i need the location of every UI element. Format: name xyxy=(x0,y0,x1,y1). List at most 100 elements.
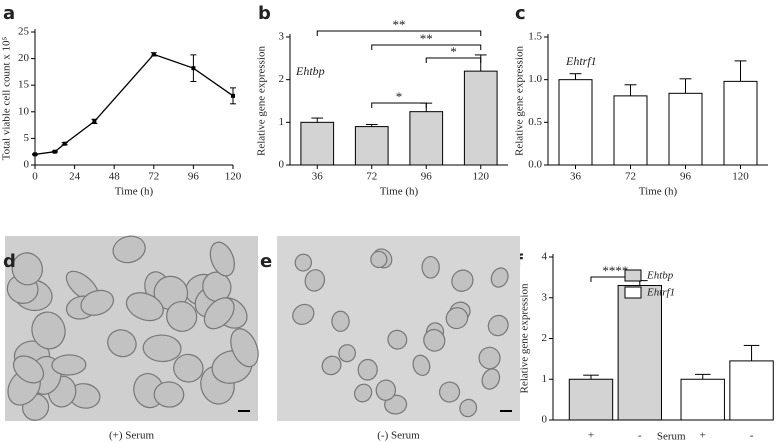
cell xyxy=(112,235,146,264)
x-axis-title: Time (h) xyxy=(639,186,678,198)
legend-label: Ehtrf1 xyxy=(646,287,675,299)
x-tick-label: 36 xyxy=(312,171,324,183)
cell xyxy=(11,252,43,286)
panel-label: c xyxy=(515,3,526,24)
bar xyxy=(463,70,498,166)
cell xyxy=(153,381,185,408)
x-axis-title: Serum xyxy=(657,431,686,443)
cell xyxy=(173,353,204,383)
panel-label: d xyxy=(3,251,16,272)
cell xyxy=(12,355,45,384)
x-tick-label: 0 xyxy=(32,171,38,183)
significance-label: **** xyxy=(602,263,628,278)
data-point xyxy=(191,66,196,71)
data-point xyxy=(151,52,156,57)
y-tick-label: 4 xyxy=(542,251,548,263)
x-tick-label: + xyxy=(700,430,706,442)
x-tick-label: - xyxy=(750,430,754,442)
cell xyxy=(370,250,388,269)
y-tick-label: 2 xyxy=(542,332,548,344)
bar xyxy=(680,378,725,421)
y-tick-label: 0 xyxy=(542,414,548,426)
y-tick-label: 2 xyxy=(279,73,285,85)
legend-swatch xyxy=(624,269,642,282)
cell xyxy=(412,354,431,377)
bar xyxy=(558,79,593,166)
bar xyxy=(409,111,444,166)
y-tick-label: 1.5 xyxy=(528,31,542,43)
bar xyxy=(300,121,335,166)
x-tick-label: 48 xyxy=(109,171,121,183)
x-tick-label: 96 xyxy=(680,171,692,183)
y-tick-label: 0 xyxy=(279,159,285,171)
x-tick-label: 36 xyxy=(570,171,582,183)
x-tick-label: 72 xyxy=(625,171,636,183)
y-tick-label: 1 xyxy=(542,373,548,385)
y-tick-label: 3 xyxy=(279,31,285,43)
cell xyxy=(203,297,235,330)
data-point xyxy=(52,149,57,154)
cell xyxy=(304,269,326,292)
image-caption: (-) Serum xyxy=(377,430,420,442)
y-tick-label: 0.5 xyxy=(528,116,542,128)
significance-bracket xyxy=(316,30,482,36)
cell xyxy=(438,381,461,403)
panel-label: b xyxy=(258,3,271,24)
x-tick-label: 24 xyxy=(69,171,81,183)
y-tick-label: 3 xyxy=(542,291,548,303)
y-tick-label: 1 xyxy=(279,116,285,128)
y-tick-label: 25 xyxy=(18,26,30,38)
cell xyxy=(230,328,259,368)
significance-bracket xyxy=(425,57,482,63)
x-axis-title: Time (h) xyxy=(115,186,154,198)
y-tick-label: 15 xyxy=(18,79,30,91)
y-tick-label: 5 xyxy=(24,132,30,144)
cell xyxy=(321,355,342,376)
cell xyxy=(459,398,478,418)
cell xyxy=(338,344,356,363)
cell xyxy=(51,354,87,376)
cell xyxy=(292,303,315,325)
significance-bracket xyxy=(371,44,482,50)
cell xyxy=(209,241,235,277)
y-tick-label: 0.0 xyxy=(528,159,542,171)
y-tick-label: 0 xyxy=(24,159,30,171)
x-tick-label: 96 xyxy=(421,171,433,183)
cell xyxy=(294,253,313,272)
annotation: Ehtrf1 xyxy=(565,54,597,68)
micrograph xyxy=(277,236,520,421)
x-tick-label: 72 xyxy=(366,171,377,183)
cell xyxy=(445,307,469,330)
image-caption: (+) Serum xyxy=(109,430,154,442)
x-tick-label: 96 xyxy=(188,171,200,183)
cell xyxy=(487,314,509,337)
annotation: Ehtbp xyxy=(295,64,325,78)
legend-swatch xyxy=(624,286,642,299)
x-tick-label: 72 xyxy=(148,171,159,183)
y-axis-title: Total viable cell count x 10⁵ xyxy=(1,36,13,160)
cell xyxy=(166,301,198,332)
cell xyxy=(107,329,137,358)
cell xyxy=(387,329,408,350)
y-axis-title: Relative gene expression xyxy=(514,46,526,156)
significance-label: * xyxy=(396,89,403,104)
x-tick-label: 120 xyxy=(732,171,749,183)
cell xyxy=(353,383,373,403)
cell xyxy=(451,269,474,292)
panel-label: e xyxy=(260,251,272,272)
x-tick-label: - xyxy=(638,430,642,442)
cell xyxy=(125,292,164,322)
cell xyxy=(80,289,115,316)
cell xyxy=(142,334,182,363)
bar xyxy=(668,92,703,166)
cell xyxy=(375,379,397,401)
y-tick-label: 20 xyxy=(18,52,30,64)
bar xyxy=(613,95,648,166)
significance-label: ** xyxy=(393,17,406,32)
bar xyxy=(568,378,614,421)
cell xyxy=(481,368,501,390)
cell xyxy=(31,311,66,350)
data-point xyxy=(62,141,67,146)
